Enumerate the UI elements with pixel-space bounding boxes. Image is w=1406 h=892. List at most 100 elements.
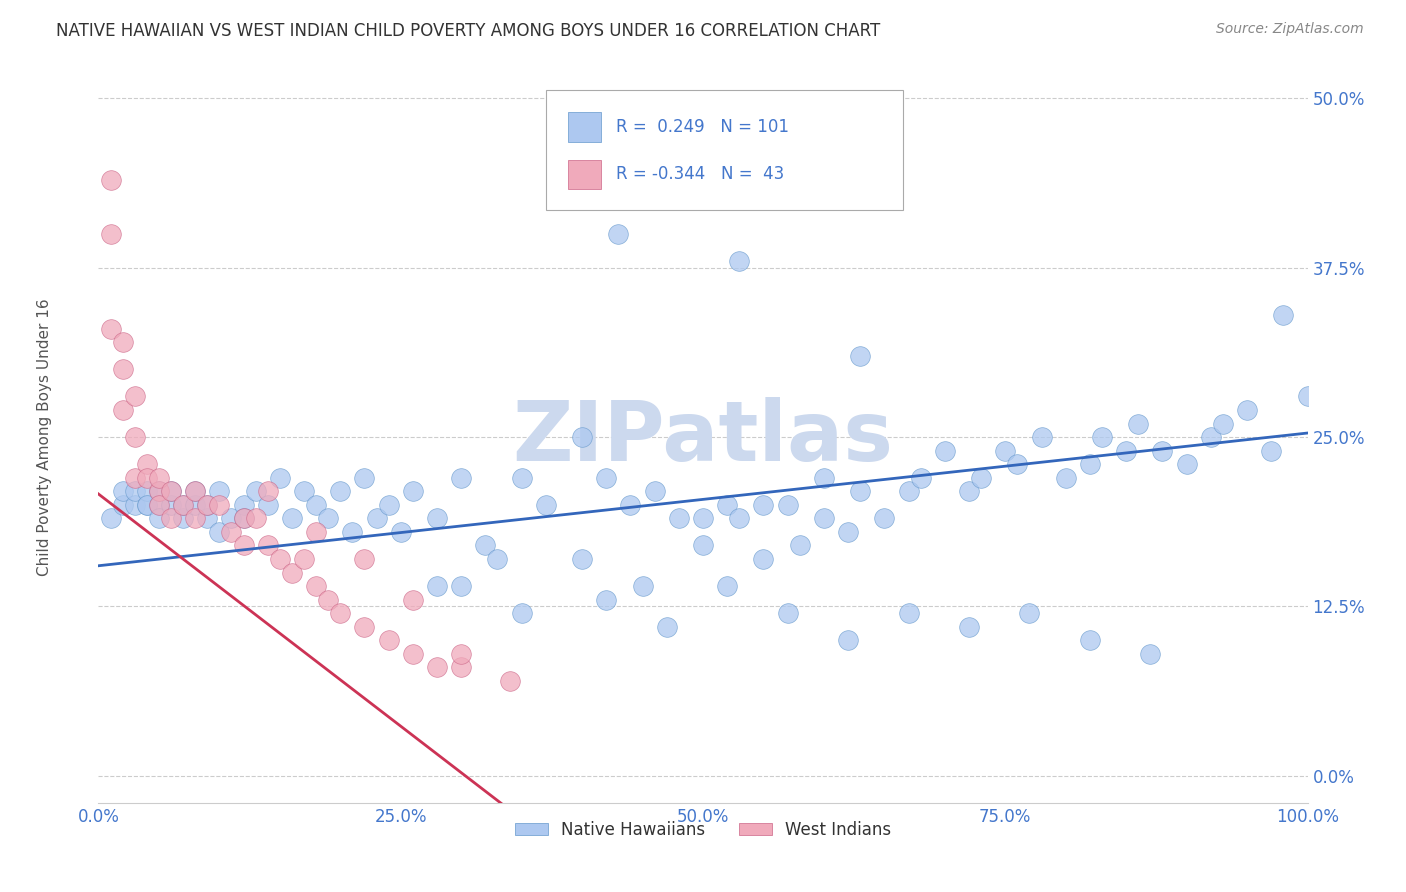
Point — [377, 498, 399, 512]
Point — [292, 552, 315, 566]
Point — [389, 524, 412, 539]
Point — [100, 227, 122, 241]
Point — [776, 606, 799, 620]
Point — [728, 511, 751, 525]
Point — [1091, 430, 1114, 444]
Point — [160, 484, 183, 499]
Point — [353, 620, 375, 634]
Point — [1152, 443, 1174, 458]
Point — [897, 484, 920, 499]
Text: Source: ZipAtlas.com: Source: ZipAtlas.com — [1216, 22, 1364, 37]
Point — [221, 524, 243, 539]
Point — [957, 620, 980, 634]
Point — [208, 484, 231, 499]
Point — [256, 498, 278, 512]
Text: R = -0.344   N =  43: R = -0.344 N = 43 — [616, 166, 785, 184]
Point — [148, 484, 170, 499]
Point — [1031, 430, 1053, 444]
Point — [595, 471, 617, 485]
Point — [510, 606, 533, 620]
Point — [342, 524, 364, 539]
Point — [426, 579, 449, 593]
Point — [329, 484, 352, 499]
Point — [426, 660, 449, 674]
Point — [124, 389, 146, 403]
Point — [1139, 647, 1161, 661]
Point — [111, 403, 134, 417]
Point — [957, 484, 980, 499]
Point — [281, 511, 304, 525]
Point — [124, 430, 146, 444]
Point — [1212, 417, 1234, 431]
Text: Child Poverty Among Boys Under 16: Child Poverty Among Boys Under 16 — [37, 298, 52, 576]
Point — [1018, 606, 1040, 620]
Point — [195, 498, 218, 512]
Point — [232, 538, 254, 552]
Point — [269, 552, 291, 566]
Point — [184, 484, 207, 499]
Point — [221, 511, 243, 525]
Point — [655, 620, 678, 634]
Point — [934, 443, 956, 458]
Point — [837, 633, 859, 648]
Point — [124, 471, 146, 485]
Point — [607, 227, 630, 241]
Point — [994, 443, 1017, 458]
Point — [232, 511, 254, 525]
Point — [172, 498, 194, 512]
Point — [668, 511, 690, 525]
Point — [776, 498, 799, 512]
Point — [256, 538, 278, 552]
Point — [281, 566, 304, 580]
Point — [100, 322, 122, 336]
Point — [305, 579, 328, 593]
Point — [208, 498, 231, 512]
Point — [1054, 471, 1077, 485]
Point — [1175, 457, 1198, 471]
Point — [571, 552, 593, 566]
Point — [402, 647, 425, 661]
Point — [849, 349, 872, 363]
Point — [402, 592, 425, 607]
Point — [1115, 443, 1137, 458]
Point — [305, 524, 328, 539]
Point — [172, 498, 194, 512]
Point — [135, 498, 157, 512]
Point — [644, 484, 666, 499]
Bar — [568, 160, 602, 189]
Point — [1007, 457, 1029, 471]
Point — [813, 511, 835, 525]
Point — [450, 579, 472, 593]
Point — [1078, 633, 1101, 648]
Point — [195, 498, 218, 512]
Point — [910, 471, 932, 485]
Point — [377, 633, 399, 648]
Point — [195, 511, 218, 525]
Point — [184, 511, 207, 525]
Point — [752, 498, 775, 512]
Point — [100, 511, 122, 525]
Legend: Native Hawaiians, West Indians: Native Hawaiians, West Indians — [508, 814, 898, 846]
Point — [184, 484, 207, 499]
Point — [100, 172, 122, 186]
Point — [135, 498, 157, 512]
Point — [148, 511, 170, 525]
Point — [160, 511, 183, 525]
Point — [728, 254, 751, 268]
Point — [366, 511, 388, 525]
Point — [353, 471, 375, 485]
Point — [970, 471, 993, 485]
Point — [316, 592, 339, 607]
Point — [692, 511, 714, 525]
Point — [124, 484, 146, 499]
Point — [124, 498, 146, 512]
Point — [1260, 443, 1282, 458]
Point — [148, 484, 170, 499]
Point — [1128, 417, 1150, 431]
Point — [692, 538, 714, 552]
Point — [897, 606, 920, 620]
Point — [160, 484, 183, 499]
Point — [148, 498, 170, 512]
Point — [474, 538, 496, 552]
Point — [716, 498, 738, 512]
